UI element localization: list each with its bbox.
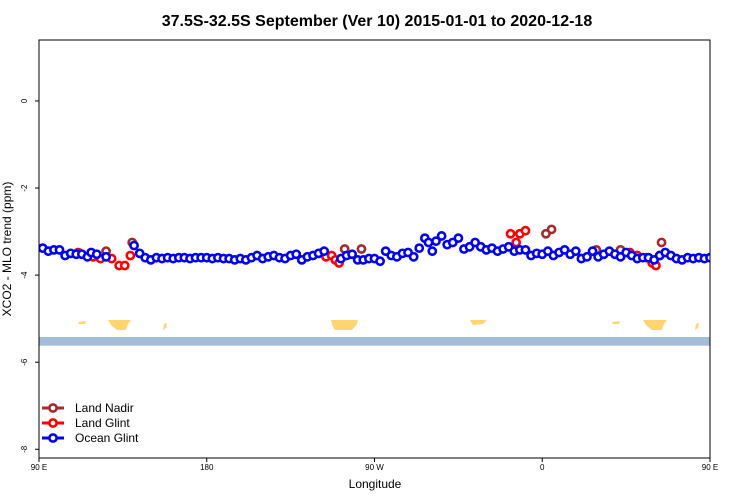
legend-label: Land Nadir — [75, 401, 134, 415]
data-point — [408, 251, 419, 262]
map-land-australia-repeat — [643, 320, 667, 330]
y-tick-label: -8 — [20, 445, 29, 453]
data-point — [375, 256, 385, 267]
legend-label: Land Glint — [75, 416, 130, 430]
data-point — [356, 244, 367, 254]
y-tick-label: -4 — [20, 271, 29, 279]
data-point — [431, 236, 441, 247]
data-point — [582, 251, 592, 262]
x-axis-title: Longitude — [349, 477, 402, 491]
legend-item: Land Glint — [42, 416, 130, 430]
data-point — [511, 237, 522, 248]
x-axis: 90 E 180 90 W 0 90 E — [31, 458, 718, 472]
y-tick-label: 0 — [20, 98, 29, 103]
data-point — [54, 244, 65, 255]
data-point — [414, 243, 425, 254]
data-point — [705, 252, 710, 263]
data-point — [427, 246, 438, 257]
chart-title: 37.5S-32.5S September (Ver 10) 2015-01-0… — [162, 13, 593, 30]
legend-item: Land Nadir — [42, 401, 134, 415]
data-point — [101, 251, 111, 262]
data-point — [587, 246, 598, 257]
map-land-new-zealand — [163, 323, 167, 330]
legend-marker — [48, 418, 58, 428]
legend-marker — [48, 433, 58, 443]
data-point — [125, 250, 136, 261]
x-tick-label: 90 E — [31, 463, 47, 472]
legend-item: Ocean Glint — [42, 431, 139, 445]
world-map-strip — [39, 320, 710, 346]
data-point — [119, 260, 130, 271]
x-tick-label: 180 — [200, 463, 214, 472]
map-ocean-band — [39, 336, 710, 346]
series-ocean-glint — [39, 231, 710, 267]
map-land-south-america — [331, 320, 358, 330]
legend-marker — [48, 403, 58, 413]
data-point — [520, 225, 531, 236]
y-tick-label: -6 — [20, 358, 29, 366]
data-point — [319, 246, 330, 257]
data-point — [520, 244, 531, 255]
data-points — [39, 224, 710, 271]
data-point — [546, 224, 557, 235]
legend-label: Ocean Glint — [75, 431, 139, 445]
map-land-australia — [108, 320, 131, 330]
data-point — [291, 249, 302, 260]
data-point — [570, 246, 581, 257]
data-point — [505, 228, 516, 239]
y-axis: 0 -2 -4 -6 -8 — [20, 98, 39, 453]
y-axis-title: XCO2 - MLO trend (ppm) — [0, 182, 14, 317]
data-point — [129, 240, 139, 251]
y-tick-label: -2 — [20, 184, 29, 192]
data-point — [423, 237, 434, 248]
data-point — [656, 237, 667, 248]
x-tick-label: 90 E — [702, 463, 718, 472]
data-point — [91, 249, 102, 260]
data-point — [453, 233, 464, 244]
x-tick-label: 90 W — [365, 463, 384, 472]
data-point — [436, 231, 447, 241]
data-point — [347, 249, 358, 260]
x-tick-label: 0 — [540, 463, 545, 472]
map-land-africa — [470, 320, 487, 325]
